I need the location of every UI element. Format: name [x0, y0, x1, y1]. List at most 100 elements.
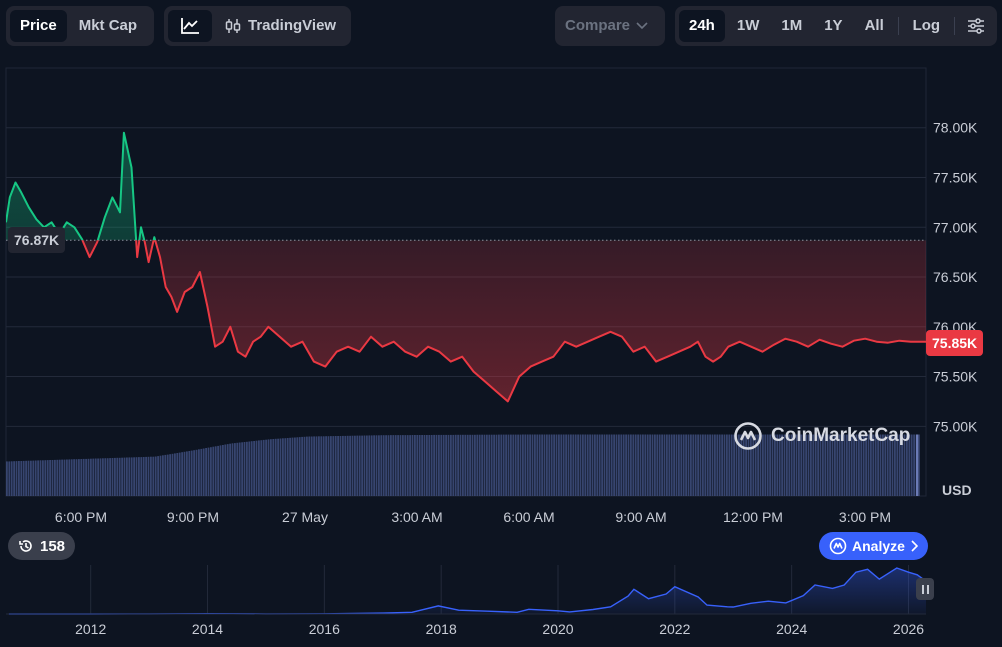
y-tick-label: 77.00K	[933, 219, 978, 235]
volume-bar	[106, 458, 109, 496]
volume-bar	[368, 435, 371, 496]
volume-bar	[574, 434, 577, 496]
y-tick-label: 78.00K	[933, 120, 978, 136]
tab-price[interactable]: Price	[10, 10, 67, 42]
volume-bar	[853, 434, 855, 496]
range-1w[interactable]: 1W	[736, 17, 760, 34]
volume-bar	[428, 435, 431, 496]
x-tick-label: 6:00 PM	[55, 509, 107, 525]
volume-bar	[584, 434, 587, 496]
volume-bar	[133, 457, 135, 496]
volume-bar	[418, 435, 421, 496]
volume-bar	[111, 458, 114, 496]
volume-bar	[510, 434, 512, 496]
volume-bar	[51, 460, 54, 496]
volume-bar	[370, 435, 373, 496]
range-all[interactable]: All	[864, 17, 884, 34]
volume-bar	[193, 450, 195, 496]
volume-bar	[457, 434, 459, 496]
volume-bar	[522, 434, 524, 496]
volume-bar	[726, 434, 728, 496]
volume-bar	[18, 461, 20, 496]
volume-bar	[658, 434, 661, 496]
volume-bar	[337, 436, 339, 496]
volume-bar	[474, 434, 476, 496]
volume-bar	[190, 450, 193, 496]
settings-button[interactable]	[959, 10, 993, 42]
volume-bar	[54, 459, 56, 496]
volume-bar	[836, 434, 839, 496]
volume-bar	[769, 434, 771, 496]
volume-bar	[358, 435, 361, 496]
volume-bar	[858, 434, 860, 496]
volume-bar	[608, 434, 611, 496]
volume-bar	[817, 434, 819, 496]
volume-bar	[159, 455, 162, 496]
volume-bar	[15, 461, 18, 496]
volume-bar	[560, 434, 563, 496]
volume-bar	[603, 434, 606, 496]
volume-bar	[390, 435, 392, 496]
range-1m[interactable]: 1M	[781, 17, 803, 34]
volume-bar	[27, 460, 30, 496]
volume-bar	[265, 439, 267, 496]
range-1y[interactable]: 1Y	[824, 17, 843, 34]
history-icon	[19, 540, 32, 552]
volume-bar	[385, 435, 387, 496]
volume-bar	[92, 458, 95, 496]
volume-bar	[279, 438, 282, 496]
volume-bar	[382, 435, 385, 496]
volume-bar	[123, 457, 126, 496]
volume-bar	[174, 453, 176, 496]
log-toggle[interactable]: Log	[912, 17, 941, 34]
volume-bar	[99, 458, 102, 496]
volume-bar	[762, 434, 764, 496]
volume-bar	[82, 458, 85, 496]
volume-bar	[476, 434, 479, 496]
volume-bar	[478, 434, 481, 496]
tab-mkt-cap[interactable]: Mkt Cap	[78, 17, 138, 34]
volume-bar	[678, 434, 680, 496]
volume-bar	[913, 434, 915, 496]
line-chart-button[interactable]	[168, 10, 212, 42]
volume-bar	[498, 434, 500, 496]
volume-bar	[37, 460, 39, 496]
volume-bar	[250, 441, 253, 496]
volume-bar	[183, 451, 186, 496]
volume-bar	[104, 458, 107, 496]
volume-bar	[620, 434, 623, 496]
volume-bar	[757, 434, 759, 496]
overview-x-tick-label: 2018	[426, 621, 457, 637]
volume-bar	[898, 434, 901, 496]
volume-bar	[654, 434, 656, 496]
volume-bar	[231, 443, 234, 496]
volume-bar	[464, 434, 467, 496]
volume-bar	[20, 461, 23, 496]
volume-bar	[394, 435, 397, 496]
volume-bar	[126, 457, 128, 496]
tradingview-button[interactable]: TradingView	[214, 10, 346, 42]
volume-bar	[630, 434, 632, 496]
analyze-button[interactable]: Analyze	[819, 532, 928, 560]
volume-bar	[318, 436, 320, 496]
history-button[interactable]: 158	[8, 532, 76, 560]
range-24h[interactable]: 24h	[679, 10, 725, 42]
overview-range-handle[interactable]	[916, 578, 934, 600]
volume-bar	[421, 435, 423, 496]
volume-bar	[469, 434, 471, 496]
volume-bar	[831, 434, 834, 496]
volume-bar	[447, 434, 450, 496]
watermark-text: CoinMarketCap	[771, 425, 911, 446]
volume-bar	[49, 460, 51, 496]
volume-bar	[152, 456, 155, 496]
volume-bar	[776, 434, 779, 496]
volume-bar	[855, 434, 858, 496]
volume-bar	[860, 434, 863, 496]
overview-chart[interactable]	[6, 565, 927, 615]
analyze-label: Analyze	[852, 538, 905, 554]
volume-bar	[10, 461, 13, 496]
volume-bar	[656, 434, 659, 496]
compare-dropdown[interactable]: Compare	[555, 6, 665, 46]
volume-bar	[490, 434, 493, 496]
